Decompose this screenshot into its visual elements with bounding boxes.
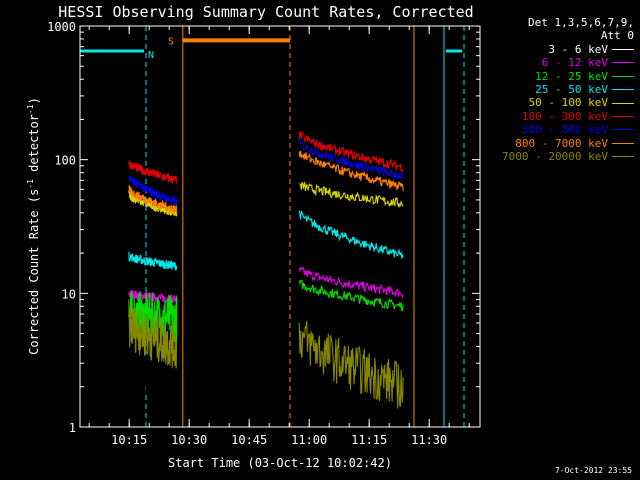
marker-label-s: S — [168, 36, 174, 47]
legend-entry: 7000 - 20000 keV — [502, 150, 634, 163]
x-tick-label: 11:00 — [291, 433, 327, 447]
series-line-8-segment-1 — [128, 299, 178, 369]
legend-entry: 3 - 6 keV — [502, 43, 634, 56]
legend-rows: 3 - 6 keV 6 - 12 keV 12 - 25 keV 25 - 50 ke… — [502, 43, 634, 164]
legend-entry-label: 7000 - 20000 keV — [502, 150, 608, 164]
legend-entry: 800 - 7000 keV — [502, 137, 634, 150]
series-line-8-segment-2 — [298, 321, 404, 409]
legend-header-line1: Det 1,3,5,6,7,9, — [528, 16, 634, 29]
legend-swatch — [612, 89, 634, 91]
series-line-4-segment-1 — [128, 190, 178, 217]
series-line-7-segment-1 — [128, 184, 178, 214]
y-axis-label-part: Corrected Count Rate (s — [27, 189, 41, 355]
legend-swatch — [612, 62, 634, 64]
chart-title: HESSI Observing Summary Count Rates, Cor… — [58, 3, 473, 21]
legend-entry: 25 - 50 keV — [502, 83, 634, 96]
series-line-1-segment-2 — [298, 266, 404, 300]
y-axis-label-superscript: -1 — [26, 104, 35, 114]
y-tick-label: 1 — [69, 421, 76, 435]
legend-entry-label: 6 - 12 keV — [541, 56, 608, 70]
marker-label-n: N — [148, 50, 154, 61]
legend-entry: 6 - 12 keV — [502, 56, 634, 69]
x-tick-label: 10:45 — [231, 433, 267, 447]
x-tick-label: 11:15 — [351, 433, 387, 447]
legend-swatch — [612, 75, 634, 77]
series-line-5-segment-2 — [298, 130, 404, 174]
y-axis-label: Corrected Count Rate (s-1 detector-1) — [26, 97, 41, 355]
legend-entry-label: 300 - 800 keV — [521, 123, 608, 137]
y-axis-label-part: detector — [27, 114, 41, 179]
legend-header-line2: Att 0 — [600, 29, 634, 43]
series-line-3-segment-1 — [128, 251, 178, 271]
x-tick-label: 11:30 — [411, 433, 447, 447]
legend-entry: 50 - 100 keV — [502, 96, 634, 109]
series-line-7-segment-2 — [298, 150, 404, 192]
y-tick-label: 1000 — [47, 20, 76, 34]
series-line-3-segment-2 — [298, 209, 404, 259]
x-tick-label: 10:15 — [111, 433, 147, 447]
legend-entry: 100 - 300 keV — [502, 110, 634, 123]
legend-entry: 12 - 25 keV — [502, 70, 634, 83]
legend-swatch — [612, 156, 634, 158]
legend-entry-label: 12 - 25 keV — [535, 69, 608, 83]
series-line-5-segment-1 — [128, 160, 178, 184]
plot-frame — [79, 25, 481, 428]
legend-swatch — [612, 129, 634, 131]
y-axis-label-superscript: -1 — [26, 179, 35, 189]
y-axis-label-part: ) — [27, 97, 41, 104]
y-tick-label: 100 — [54, 154, 76, 168]
legend-entry-label: 800 - 7000 keV — [515, 136, 608, 150]
legend-swatch — [612, 102, 634, 104]
legend: Det 1,3,5,6,7,9, Att 0 3 - 6 keV 6 - 12 k… — [502, 16, 634, 163]
legend-entry-label: 100 - 300 keV — [521, 109, 608, 123]
legend-swatch — [612, 142, 634, 144]
series-line-6-segment-1 — [128, 175, 178, 207]
timestamp: 7-Oct-2012 23:55 — [554, 466, 632, 475]
legend-entry-label: 25 - 50 keV — [535, 83, 608, 97]
legend-entry-label: 50 - 100 keV — [528, 96, 608, 110]
x-axis-label: Start Time (03-Oct-12 10:02:42) — [168, 456, 392, 470]
legend-swatch — [612, 49, 634, 51]
legend-entry: 300 - 800 keV — [502, 123, 634, 136]
series-line-0-segment-2 — [298, 289, 404, 390]
series-line-4-segment-2 — [299, 180, 404, 208]
y-tick-label: 10 — [62, 287, 76, 301]
series-line-6-segment-2 — [298, 138, 404, 181]
series-line-2-segment-2 — [298, 279, 404, 312]
legend-swatch — [612, 116, 634, 118]
legend-entry-label: 3 - 6 keV — [548, 42, 608, 56]
x-tick-label: 10:30 — [171, 433, 207, 447]
